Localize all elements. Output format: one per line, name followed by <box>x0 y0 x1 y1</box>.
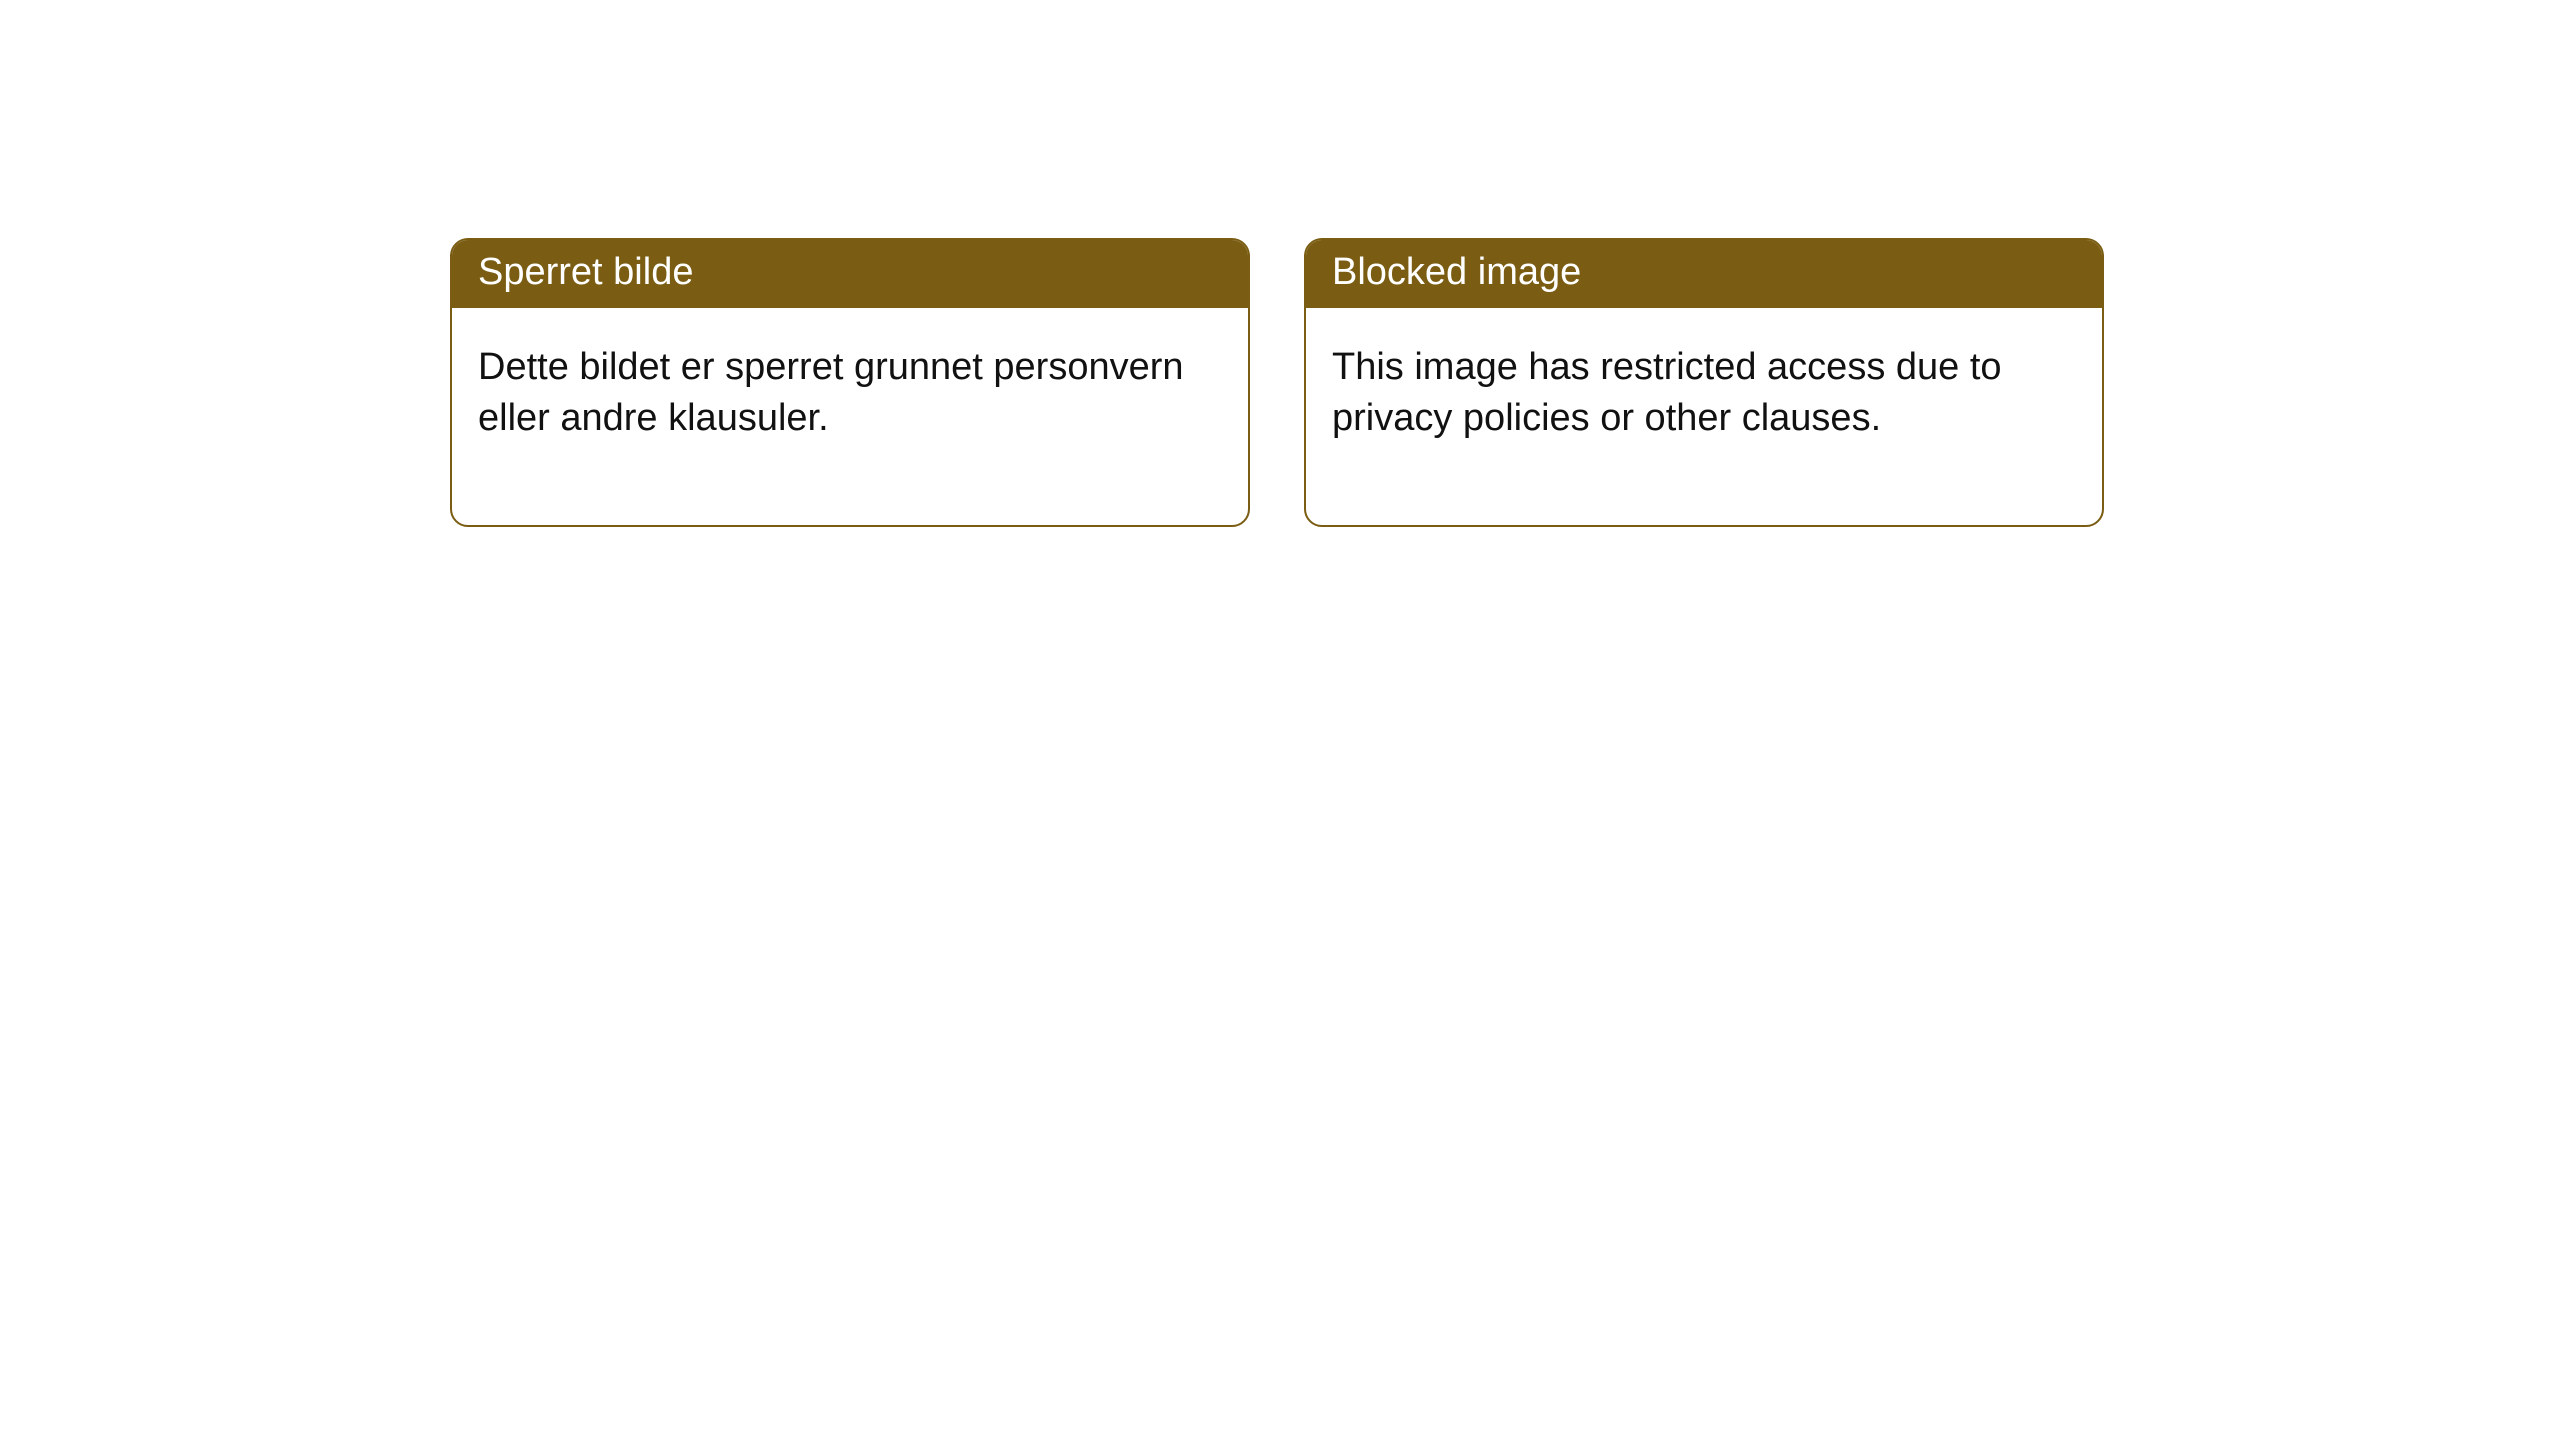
card-body: Dette bildet er sperret grunnet personve… <box>452 308 1248 525</box>
notice-card-norwegian: Sperret bilde Dette bildet er sperret gr… <box>450 238 1250 527</box>
card-title: Blocked image <box>1306 240 2102 308</box>
notice-card-english: Blocked image This image has restricted … <box>1304 238 2104 527</box>
card-body: This image has restricted access due to … <box>1306 308 2102 525</box>
card-title: Sperret bilde <box>452 240 1248 308</box>
notice-cards-container: Sperret bilde Dette bildet er sperret gr… <box>0 0 2560 527</box>
